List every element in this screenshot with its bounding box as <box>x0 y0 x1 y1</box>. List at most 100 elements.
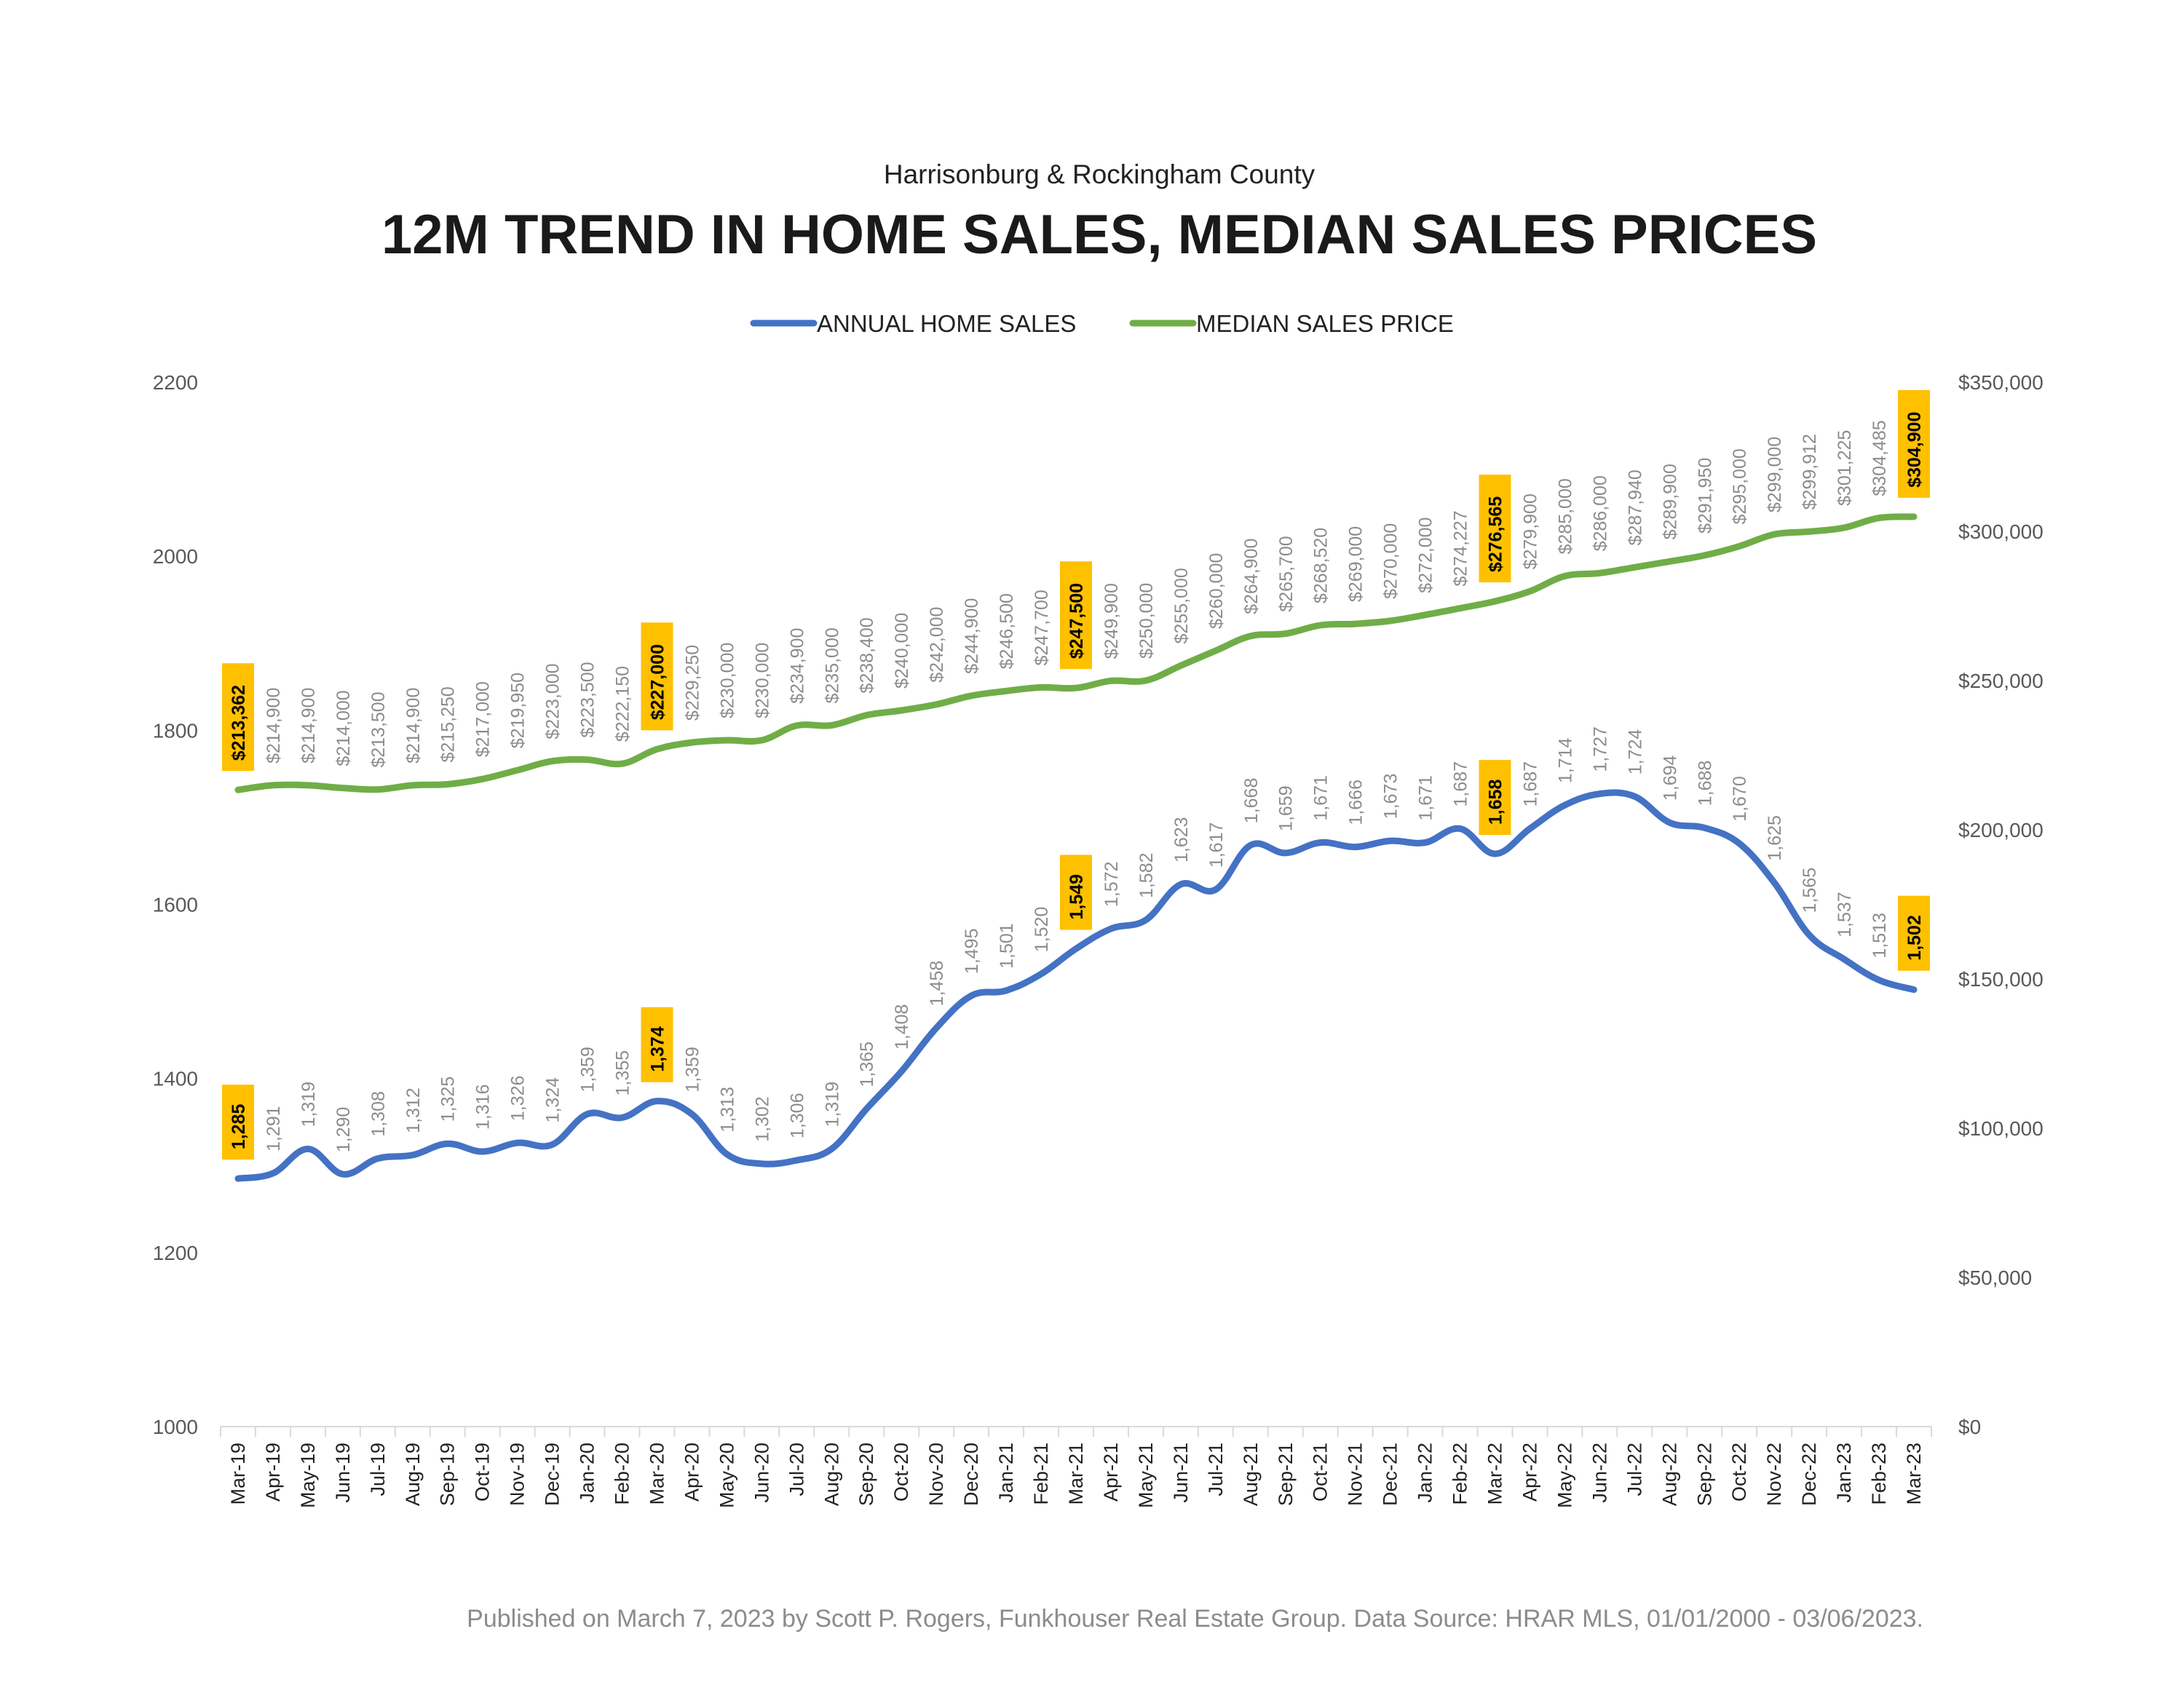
data-label: $214,000 <box>333 690 354 766</box>
series-line-median-sales-price <box>234 513 1918 793</box>
left-axis-tick-label: 2000 <box>153 545 198 568</box>
data-label: $238,400 <box>857 617 877 693</box>
data-label: 1,513 <box>1870 913 1890 959</box>
data-label: 1,666 <box>1346 780 1366 825</box>
legend-label-median-price: MEDIAN SALES PRICE <box>1196 310 1454 337</box>
data-label: 1,687 <box>1451 761 1471 807</box>
data-label: 1,671 <box>1311 775 1332 821</box>
data-label: 1,302 <box>752 1096 772 1142</box>
x-axis-tick-label: Jun-22 <box>1588 1443 1610 1503</box>
data-label: 1,291 <box>264 1106 284 1151</box>
data-label: $299,912 <box>1800 434 1820 510</box>
data-label: 1,501 <box>997 923 1017 969</box>
data-label: 1,408 <box>892 1004 912 1050</box>
x-axis-tick-label: Mar-19 <box>227 1443 249 1505</box>
left-axis-tick-label: 1600 <box>153 894 198 916</box>
data-label: $287,940 <box>1625 469 1645 545</box>
x-axis-tick-label: Apr-22 <box>1519 1443 1540 1502</box>
x-axis-tick-label: Jul-21 <box>1205 1443 1227 1496</box>
data-label: $255,000 <box>1171 568 1192 643</box>
data-label: $279,900 <box>1520 493 1540 569</box>
data-label: 1,365 <box>857 1042 877 1087</box>
data-label: 1,582 <box>1136 852 1157 898</box>
data-label-highlighted: $304,900 <box>1904 412 1925 488</box>
x-axis-tick-label: Mar-22 <box>1484 1443 1506 1505</box>
data-label: $264,900 <box>1241 539 1262 614</box>
data-label: 1,688 <box>1695 761 1715 806</box>
data-label: 1,313 <box>717 1087 737 1133</box>
data-label: $289,900 <box>1660 464 1680 539</box>
left-axis-tick-label: 1200 <box>153 1242 198 1264</box>
x-axis-tick-label: Jun-19 <box>332 1443 354 1503</box>
data-label: 1,324 <box>543 1077 563 1123</box>
x-axis-tick-label: Dec-22 <box>1798 1443 1820 1506</box>
data-label: $235,000 <box>822 627 842 703</box>
data-label: 1,724 <box>1625 729 1645 775</box>
x-axis-tick-label: Nov-22 <box>1763 1443 1785 1506</box>
data-label: $223,500 <box>578 662 598 737</box>
data-label-highlighted: 1,549 <box>1067 874 1087 920</box>
data-label: $265,700 <box>1276 536 1297 611</box>
right-axis-tick-label: $50,000 <box>1958 1266 2032 1289</box>
right-axis-tick-label: $150,000 <box>1958 968 2043 991</box>
x-axis-tick-label: Sep-19 <box>437 1443 459 1506</box>
data-label: 1,458 <box>927 961 947 1007</box>
x-axis-tick-label: Apr-21 <box>1100 1443 1122 1502</box>
x-axis-tick-label: Nov-20 <box>925 1443 947 1506</box>
data-label: 1,623 <box>1171 817 1192 863</box>
data-label: $301,225 <box>1835 430 1855 506</box>
data-label: 1,694 <box>1660 755 1680 801</box>
x-axis-tick-label: Mar-21 <box>1065 1443 1087 1505</box>
right-axis-tick-label: $0 <box>1958 1416 1981 1438</box>
data-label: 1,572 <box>1101 861 1122 907</box>
x-axis-tick-label: Jan-22 <box>1415 1443 1436 1503</box>
data-label: $249,900 <box>1101 583 1122 659</box>
x-axis-tick-label: Apr-20 <box>681 1443 703 1502</box>
data-label-highlighted: 1,374 <box>647 1026 668 1072</box>
data-label: $272,000 <box>1416 518 1436 593</box>
data-label-layer: 1,285 1,291 1,319 1,290 1,308 1,312 1,325 1,316… <box>221 389 1931 1160</box>
legend-label-home-sales: ANNUAL HOME SALES <box>817 310 1076 337</box>
x-axis-tick-label: Aug-20 <box>820 1443 842 1506</box>
data-label: 1,727 <box>1590 726 1610 772</box>
data-label-highlight-box <box>1060 855 1092 930</box>
data-label: $219,950 <box>508 673 529 748</box>
x-axis-tick-label: May-20 <box>716 1443 737 1508</box>
data-label: 1,617 <box>1206 822 1227 868</box>
data-label: 1,670 <box>1730 776 1750 822</box>
data-label: 1,325 <box>438 1077 459 1122</box>
data-label: 1,319 <box>298 1082 319 1127</box>
data-label: $217,000 <box>473 681 494 757</box>
data-label: 1,565 <box>1800 868 1820 913</box>
data-label: 1,668 <box>1241 778 1262 824</box>
x-axis-tick-label: Jul-19 <box>367 1443 389 1496</box>
data-label: $250,000 <box>1136 583 1157 659</box>
data-label: $214,900 <box>264 688 284 764</box>
data-label-highlight-box <box>221 1085 254 1160</box>
data-label: $213,500 <box>368 691 389 767</box>
chart-title: 12M TREND IN HOME SALES, MEDIAN SALES PR… <box>381 204 1817 266</box>
x-axis-tick-label: Nov-21 <box>1345 1443 1366 1506</box>
data-label-highlight-box <box>641 622 673 731</box>
data-label: $214,900 <box>403 688 424 764</box>
x-axis-tick-label: Oct-20 <box>890 1443 912 1502</box>
data-label: $222,150 <box>613 666 633 742</box>
x-axis-tick-label: Oct-21 <box>1310 1443 1332 1502</box>
data-label-highlighted: $247,500 <box>1067 583 1087 659</box>
data-label: $242,000 <box>927 607 947 683</box>
data-label: 1,537 <box>1835 892 1855 937</box>
right-axis-tick-label: $350,000 <box>1958 371 2043 394</box>
data-label: $246,500 <box>997 593 1017 669</box>
data-label-highlight-box <box>1898 389 1931 498</box>
right-axis-tick-label: $200,000 <box>1958 819 2043 841</box>
data-label: $260,000 <box>1206 553 1227 629</box>
data-label-highlighted: $213,362 <box>229 685 249 761</box>
x-axis-tick-label: Dec-21 <box>1380 1443 1401 1506</box>
right-axis: $0 $50,000 $100,000 $150,000 $200,000 $250,00… <box>1958 371 2043 1438</box>
x-axis-tick-label: Sep-22 <box>1693 1443 1715 1506</box>
x-axis-tick-label: Jul-22 <box>1623 1443 1645 1496</box>
data-label: $247,700 <box>1032 590 1052 665</box>
data-label-highlight-box <box>1479 475 1511 583</box>
data-label: 1,359 <box>682 1047 703 1093</box>
data-label: $244,900 <box>962 598 982 674</box>
